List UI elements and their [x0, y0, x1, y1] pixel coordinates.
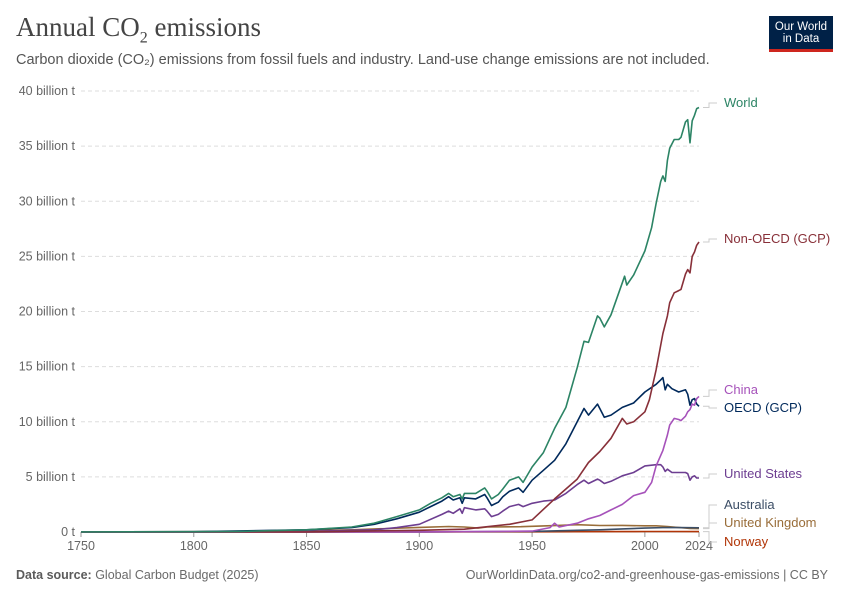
- series-line-world[interactable]: [80, 106, 700, 533]
- legend-connector: [703, 405, 717, 409]
- title-end: emissions: [147, 12, 262, 42]
- y-tick-label: 30 billion t: [19, 194, 76, 208]
- logo-line-2: in Data: [782, 33, 820, 45]
- chart-subtitle: Carbon dioxide (CO₂) emissions from foss…: [16, 52, 710, 68]
- title-subscript: 2: [139, 29, 148, 47]
- legend-connector: [703, 522, 717, 530]
- x-tick-label: 1950: [518, 539, 546, 553]
- y-tick-label: 0 t: [61, 525, 75, 539]
- y-tick-label: 20 billion t: [19, 305, 76, 319]
- y-tick-label: 25 billion t: [19, 249, 76, 263]
- legend-label-oecd-gcp[interactable]: OECD (GCP): [724, 400, 802, 415]
- data-source: Data source: Global Carbon Budget (2025): [16, 568, 259, 582]
- chart-title: Annual CO2 emissions: [16, 12, 261, 47]
- y-tick-label: 35 billion t: [19, 139, 76, 153]
- y-tick-label: 10 billion t: [19, 415, 76, 429]
- y-tick-label: 15 billion t: [19, 360, 76, 374]
- series-line-china[interactable]: [80, 395, 700, 533]
- owid-logo[interactable]: Our World in Data: [769, 16, 833, 52]
- x-tick-label: 1800: [180, 539, 208, 553]
- data-source-text: Global Carbon Budget (2025): [91, 568, 259, 582]
- x-tick-label: 2024: [685, 539, 713, 553]
- x-tick-label: 1900: [405, 539, 433, 553]
- legend-connector: [703, 504, 717, 529]
- series-line-non-oecd-gcp[interactable]: [80, 241, 700, 533]
- legend-label-united-kingdom[interactable]: United Kingdom: [724, 515, 817, 530]
- legend-connector: [703, 473, 717, 479]
- legend-label-non-oecd-gcp[interactable]: Non-OECD (GCP): [724, 231, 830, 246]
- legend-label-australia[interactable]: Australia: [724, 497, 775, 512]
- legend-connector: [703, 102, 717, 108]
- y-tick-label: 5 billion t: [26, 470, 76, 484]
- y-tick-label: 40 billion t: [19, 84, 76, 98]
- legend-connector: [703, 531, 717, 543]
- legend-connector: [703, 389, 717, 397]
- x-tick-label: 1750: [67, 539, 95, 553]
- legend-connector: [703, 238, 717, 243]
- legend-label-world[interactable]: World: [724, 95, 758, 110]
- x-tick-label: 1850: [293, 539, 321, 553]
- source-url[interactable]: OurWorldinData.org/co2-and-greenhouse-ga…: [465, 568, 828, 582]
- legend-label-norway[interactable]: Norway: [724, 534, 769, 549]
- x-tick-label: 2000: [631, 539, 659, 553]
- series-line-oecd-gcp[interactable]: [80, 376, 700, 533]
- series-line-united-states[interactable]: [81, 463, 699, 533]
- logo-line-1: Our World: [774, 21, 828, 33]
- data-source-label: Data source:: [16, 568, 92, 582]
- title-main: Annual CO: [16, 12, 140, 42]
- legend-label-united-states[interactable]: United States: [724, 466, 803, 481]
- legend-label-china[interactable]: China: [724, 382, 759, 397]
